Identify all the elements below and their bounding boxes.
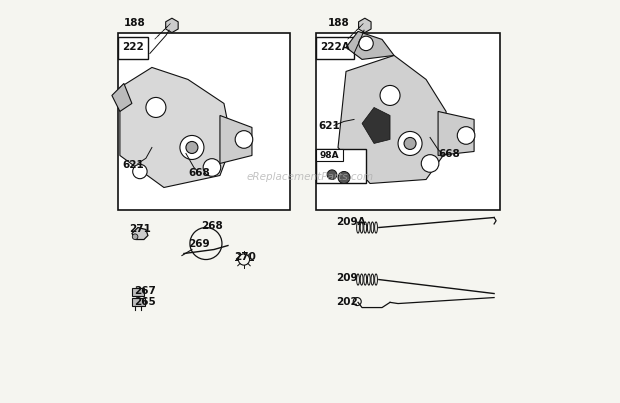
Circle shape [133,164,147,179]
Bar [118,33,290,210]
Text: 265: 265 [134,297,156,307]
Text: 269: 269 [188,239,210,249]
Bar [316,37,354,59]
Polygon shape [358,18,371,33]
Text: 188: 188 [124,19,146,28]
Bar [316,150,343,162]
Text: 621: 621 [122,160,144,170]
Text: 668: 668 [188,168,210,178]
Polygon shape [166,18,178,33]
Text: 188: 188 [328,19,350,28]
Circle shape [338,172,350,183]
Bar [118,37,148,59]
Text: 271: 271 [129,224,151,234]
Text: 98A: 98A [320,151,339,160]
Circle shape [180,135,204,160]
Circle shape [186,141,198,154]
Polygon shape [132,228,148,239]
Circle shape [359,36,373,51]
Text: 209: 209 [336,272,358,283]
Polygon shape [120,67,232,187]
Polygon shape [362,108,390,143]
Bar [316,33,500,210]
Text: 222: 222 [122,42,144,52]
Circle shape [380,85,400,106]
Text: 668: 668 [438,149,460,159]
Circle shape [458,127,475,144]
Polygon shape [338,56,446,183]
Circle shape [327,170,337,179]
Text: 222A: 222A [321,42,350,52]
Polygon shape [438,112,474,156]
Text: eReplacementParts.com: eReplacementParts.com [246,172,374,183]
Polygon shape [346,31,394,59]
Circle shape [146,98,166,117]
Circle shape [203,159,221,176]
Bar [132,298,144,306]
Text: 267: 267 [134,286,156,296]
Text: 621: 621 [318,121,340,131]
Text: 209A: 209A [336,217,366,227]
Polygon shape [220,115,252,164]
Text: 202: 202 [336,297,358,307]
Bar [316,150,366,183]
Text: 270: 270 [234,252,256,262]
Bar [132,289,144,295]
Text: 268: 268 [201,221,223,231]
Circle shape [398,131,422,156]
Circle shape [404,137,416,150]
Circle shape [235,131,253,148]
Polygon shape [112,83,132,112]
Circle shape [421,155,439,172]
Circle shape [132,234,138,239]
